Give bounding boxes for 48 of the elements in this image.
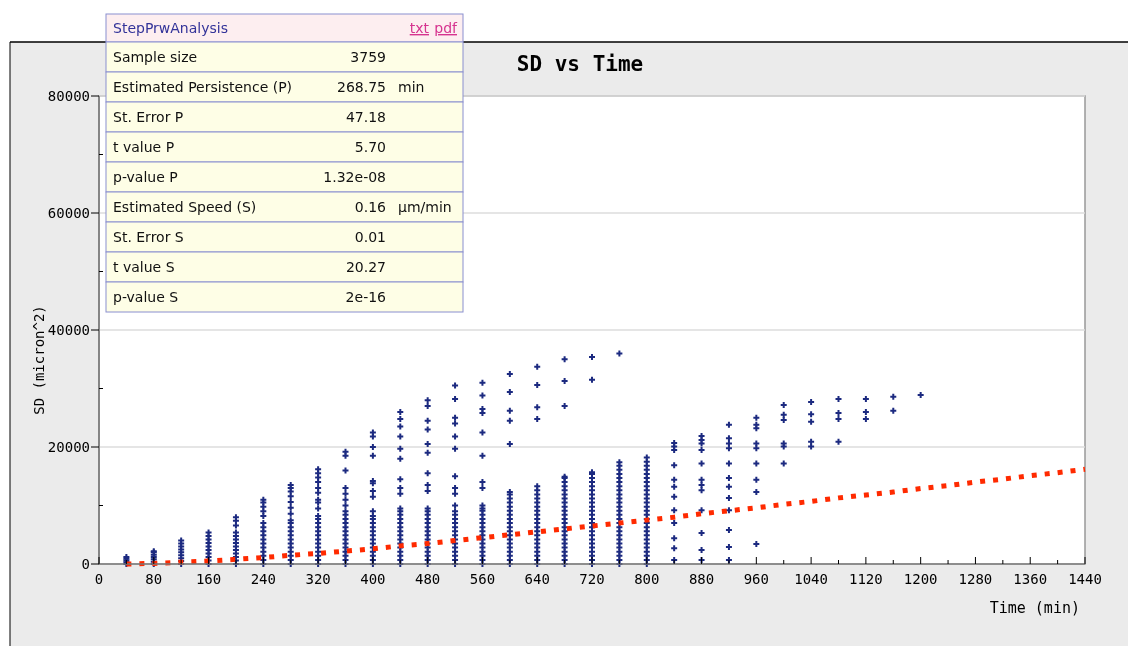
x-tick-label: 560 [469,571,496,587]
x-tick-label: 880 [688,571,715,587]
text: pdf [434,20,457,36]
x-tick-label: 480 [415,571,441,587]
x-axis-title: Time (min) [989,599,1080,617]
annotation: t value P [113,139,175,155]
x-tick-label: 960 [743,571,769,587]
annotation: 0.01 [354,229,386,245]
x-tick-label: 1120 [849,571,883,587]
annotation: St. Error S [113,229,184,245]
y-tick-label: 80000 [47,88,90,104]
x-tick-label: 240 [250,571,276,587]
y-tick-label: 40000 [47,322,90,338]
text: Estimated Persistence (P) [113,79,293,95]
text: StepPrwAnalysis [113,20,228,36]
y-tick-label: 20000 [47,439,90,455]
annotation: p-value S [113,289,179,305]
annotation: 0.16 µm/min [354,199,452,215]
x-tick-label: 720 [579,571,605,587]
text: 268.75 min [337,79,425,95]
x-tick-label: 80 [145,571,163,587]
annotation: 1.32e-08 [323,169,386,185]
text: txt [409,20,429,36]
annotation: St. Error P [113,109,184,125]
text: 3759 [350,49,386,65]
annotation: 5.70 [354,139,386,155]
x-tick-label: 800 [634,571,660,587]
x-tick-label: 0 [94,571,104,587]
annotation: 47.18 [345,109,386,125]
x-tick-label: 400 [360,571,386,587]
annotation: 20.27 [345,259,386,275]
text: Sample size [113,49,198,65]
y-axis-title: SD (micron^2) [31,305,47,415]
x-tick-label: 160 [195,571,222,587]
chart-title: SD vs Time [516,52,644,76]
annotation: t value S [113,259,175,275]
x-tick-label: 1360 [1013,571,1048,587]
annotation: p-value P [113,169,178,185]
x-tick-label: 1200 [903,571,938,587]
x-tick-label: 320 [305,571,331,587]
annotation: Estimated Speed (S) [113,199,257,215]
annotation: 2e-16 [345,289,387,305]
y-tick-label: 0 [81,556,90,572]
x-tick-label: 1280 [958,571,993,587]
x-tick-label: 1040 [794,571,828,587]
x-tick-label: 640 [524,571,550,587]
y-tick-label: 60000 [47,205,90,221]
x-tick-label: 1440 [1068,571,1102,587]
